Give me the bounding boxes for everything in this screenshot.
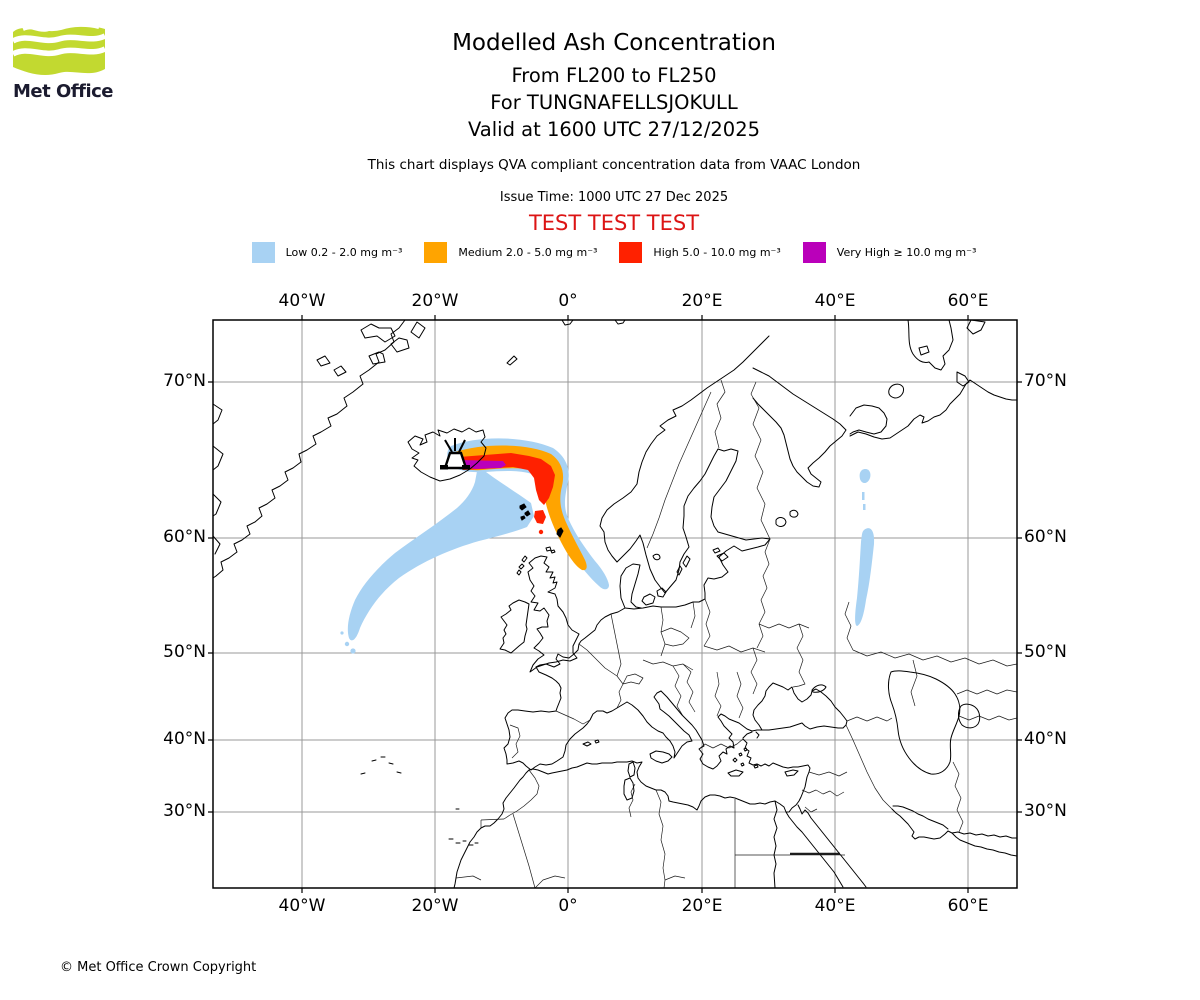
- axis-ticks: [208, 315, 1022, 893]
- lon-label-top-20e: 20°E: [681, 291, 723, 311]
- legend-swatch-very-high: [802, 242, 826, 263]
- lon-label-top-40w: 40°W: [278, 291, 326, 311]
- lat-label-right-70n: 70°N: [1024, 371, 1067, 391]
- subtitle-flight-levels: From FL200 to FL250: [511, 64, 717, 87]
- subtitle-block: From FL200 to FL250 For TUNGNAFELLSJOKUL…: [0, 62, 1200, 143]
- lon-label-top-20w: 20°W: [411, 291, 459, 311]
- faroe-shetland-islands: [519, 503, 564, 538]
- legend-label-high: High 5.0 - 10.0 mg m⁻³: [653, 246, 781, 259]
- qva-description: This chart displays QVA compliant concen…: [367, 157, 861, 173]
- lon-label-bottom-40e: 40°E: [814, 896, 856, 916]
- legend-label-very-high: Very High ≥ 10.0 mg m⁻³: [836, 246, 977, 259]
- legend-swatch-high: [619, 242, 643, 263]
- legend-item-medium: Medium 2.0 - 5.0 mg m⁻³: [424, 242, 597, 263]
- lon-label-top-40e: 40°E: [814, 291, 856, 311]
- map-frame: [212, 319, 1018, 889]
- lat-label-right-60n: 60°N: [1024, 527, 1067, 547]
- map-canvas: [208, 315, 1022, 893]
- ash-plume-low: [340, 438, 875, 654]
- lat-label-left-70n: 70°N: [163, 371, 206, 391]
- lat-label-right-40n: 40°N: [1024, 729, 1067, 749]
- graticule-grid: [213, 320, 1017, 888]
- lon-label-bottom-0: 0°: [558, 896, 578, 916]
- volcano-marker: [440, 438, 470, 470]
- lat-label-left-60n: 60°N: [163, 527, 206, 547]
- legend-swatch-medium: [424, 242, 448, 263]
- met-office-logo: [11, 20, 113, 82]
- lat-label-right-50n: 50°N: [1024, 642, 1067, 662]
- lat-label-left-30n: 30°N: [163, 801, 206, 821]
- legend-item-very-high: Very High ≥ 10.0 mg m⁻³: [802, 242, 977, 263]
- forecast-map: [208, 315, 1022, 893]
- test-banner: TEST TEST TEST: [528, 211, 700, 235]
- coastlines: [212, 319, 1018, 889]
- lon-label-bottom-20w: 20°W: [411, 896, 459, 916]
- legend-label-low: Low 0.2 - 2.0 mg m⁻³: [285, 246, 403, 259]
- lon-label-bottom-60e: 60°E: [947, 896, 989, 916]
- lat-label-left-50n: 50°N: [163, 642, 206, 662]
- lon-label-top-0: 0°: [558, 291, 578, 311]
- concentration-legend: Low 0.2 - 2.0 mg m⁻³ Medium 2.0 - 5.0 mg…: [0, 242, 1200, 263]
- lon-label-bottom-20e: 20°E: [681, 896, 723, 916]
- lat-label-right-30n: 30°N: [1024, 801, 1067, 821]
- lat-label-left-40n: 40°N: [163, 729, 206, 749]
- subtitle-valid-time: Valid at 1600 UTC 27/12/2025: [467, 118, 761, 141]
- lon-label-top-60e: 60°E: [947, 291, 989, 311]
- subtitle-volcano: For TUNGNAFELLSJOKULL: [490, 91, 738, 114]
- met-office-wordmark: Met Office: [13, 81, 114, 102]
- legend-item-low: Low 0.2 - 2.0 mg m⁻³: [251, 242, 403, 263]
- legend-label-medium: Medium 2.0 - 5.0 mg m⁻³: [458, 246, 598, 259]
- logo-waves-icon: [11, 22, 107, 76]
- copyright-notice: © Met Office Crown Copyright: [60, 960, 257, 975]
- country-borders: [455, 379, 1018, 889]
- page-title: Modelled Ash Concentration: [452, 30, 776, 56]
- legend-item-high: High 5.0 - 10.0 mg m⁻³: [619, 242, 781, 263]
- issue-time: Issue Time: 1000 UTC 27 Dec 2025: [499, 190, 729, 205]
- legend-swatch-low: [251, 242, 275, 263]
- lon-label-bottom-40w: 40°W: [278, 896, 326, 916]
- ash-plume-very-high: [460, 460, 506, 469]
